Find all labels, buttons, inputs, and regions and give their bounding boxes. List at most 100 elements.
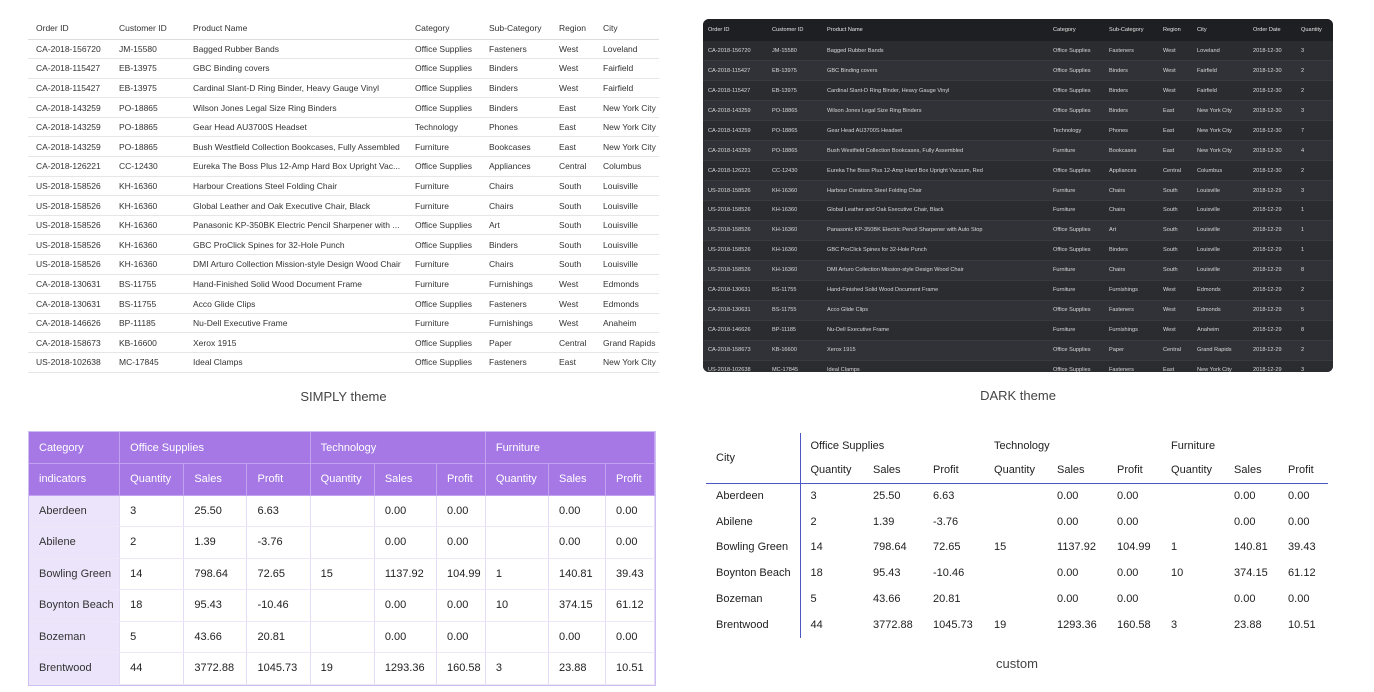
- table-cell: CA-2018-115427: [28, 78, 111, 99]
- table-row: US-2018-158526 KH-16360 DMI Arturo Collect…: [703, 260, 1333, 281]
- table-cell: Binders: [481, 58, 551, 79]
- table-cell: US-2018-158526: [28, 195, 111, 216]
- table-cell: Wilson Jones Legal Size Ring Binders: [185, 97, 407, 118]
- table-cell: Central: [1158, 160, 1192, 182]
- table-cell: Office Supplies: [1048, 300, 1104, 321]
- table-cell: Xerox 1915: [822, 340, 1048, 361]
- table-cell: US-2018-102638: [28, 352, 111, 373]
- table-cell: PO-18865: [111, 136, 185, 158]
- table-cell: EB-13975: [767, 80, 822, 102]
- table-cell: South: [551, 176, 595, 197]
- table-cell: EB-13975: [111, 78, 185, 99]
- table-cell: CA-2018-115427: [703, 80, 767, 102]
- pivot-cell: 3772.88: [183, 652, 248, 685]
- table-cell: New York City: [595, 136, 659, 158]
- table-cell: Art: [481, 215, 551, 236]
- pivot-group-header-row: Category Office Supplies Technology Furnitu…: [29, 432, 656, 464]
- custom-cell: 1: [1171, 541, 1178, 554]
- table-row: US-2018-158526 KH-16360 GBC ProClick Spine…: [703, 240, 1333, 261]
- table-cell: West: [551, 78, 595, 99]
- custom-cell: 15: [994, 541, 1007, 554]
- table-cell: US-2018-158526: [28, 215, 111, 236]
- custom-cell: [1161, 509, 1224, 535]
- table-cell: West: [551, 39, 595, 60]
- pivot-cell: 20.81: [246, 621, 311, 653]
- table-cell: CA-2018-130631: [703, 300, 767, 321]
- pivot-cell: 0.00: [605, 526, 655, 559]
- table-cell: Binders: [481, 234, 551, 256]
- table-cell: Office Supplies: [1048, 41, 1104, 62]
- pivot-indicator-header: Sales: [183, 463, 248, 496]
- pivot-row-header: Bowling Green: [29, 558, 121, 590]
- table-cell: East: [551, 352, 595, 373]
- custom-row: Bozeman 5 43.66 20.81 0.00 0.00 0.00 0.00: [706, 586, 1328, 612]
- custom-row: Abilene 2 1.39 -3.76 0.00 0.00 0.00 0.00: [706, 508, 1328, 535]
- custom-row-header: Bozeman: [706, 586, 801, 612]
- table-cell: Fasteners: [1104, 300, 1158, 321]
- table-cell: Office Supplies: [1048, 160, 1104, 182]
- table-cell: New York City: [1192, 100, 1248, 122]
- custom-cell: [984, 560, 1047, 586]
- custom-indicator-header-row: Quantity Sales Profit Quantity Sales Profit Qu…: [706, 458, 1329, 484]
- table-cell: 2018-12-29: [1248, 180, 1296, 201]
- pivot-cell: 10: [485, 589, 550, 622]
- table-cell: East: [1158, 140, 1192, 162]
- table-cell: EB-13975: [767, 60, 822, 82]
- table-cell: Furniture: [407, 313, 481, 334]
- table-cell: Technology: [1048, 120, 1104, 142]
- table-cell: KH-16360: [111, 176, 185, 197]
- table-cell: 2018-12-30: [1248, 160, 1296, 182]
- table-cell: Global Leather and Oak Executive Chair, …: [822, 200, 1048, 221]
- table-cell: Bush Westfield Collection Bookcases, Ful…: [185, 136, 407, 158]
- table-cell: Furniture: [1048, 140, 1104, 162]
- table-cell: BS-11755: [767, 280, 822, 301]
- table-cell: US-2018-158526: [703, 180, 767, 201]
- custom-cell: 3772.88: [873, 618, 913, 631]
- table-cell: CA-2018-158673: [28, 332, 111, 353]
- table-row: CA-2018-156720 JM-15580 Bagged Rubber Band…: [703, 41, 1333, 62]
- table-cell: West: [551, 274, 595, 295]
- table-row: US-2018-158526 KH-16360 Panasonic KP-350BK…: [28, 215, 659, 236]
- table-cell: Nu-Dell Executive Frame: [185, 313, 407, 334]
- table-cell: KH-16360: [111, 195, 185, 216]
- pivot-group-header: Technology: [310, 432, 486, 464]
- table-cell: KH-16360: [767, 220, 822, 241]
- table-cell: CC-12430: [111, 156, 185, 177]
- pivot-indicator-header: Profit: [436, 463, 486, 496]
- table-cell: PO-18865: [111, 97, 185, 118]
- column-header: Order Date: [1248, 19, 1296, 41]
- table-cell: Ideal Clamps: [185, 352, 407, 373]
- table-row: CA-2018-130631 BS-11755 Acco Glide Clips Of…: [28, 293, 659, 314]
- pivot-indicator-header: Profit: [246, 463, 311, 496]
- table-row: CA-2018-115427 EB-13975 Cardinal Slant-D R…: [703, 80, 1333, 102]
- table-cell: CA-2018-126221: [28, 156, 111, 177]
- pivot-cell: 19: [310, 652, 375, 685]
- table-cell: 2018-12-30: [1248, 100, 1296, 122]
- custom-cell: [1161, 586, 1224, 612]
- table-cell: New York City: [595, 97, 659, 118]
- custom-indicator-header: Profit: [1278, 458, 1329, 484]
- table-cell: KH-16360: [111, 254, 185, 275]
- table-cell: Technology: [407, 117, 481, 138]
- table-cell: Louisville: [595, 254, 659, 275]
- table-cell: Panasonic KP-350BK Electric Pencil Sharp…: [185, 215, 407, 236]
- table-cell: Louisville: [595, 215, 659, 236]
- table-cell: BP-11185: [767, 320, 822, 341]
- table-cell: Edmonds: [595, 293, 659, 314]
- table-cell: Office Supplies: [1048, 100, 1104, 122]
- table-cell: Binders: [1104, 100, 1158, 122]
- pivot-cell: 1: [485, 558, 550, 590]
- custom-cell: 1045.73: [933, 618, 973, 631]
- column-header: Customer ID: [111, 18, 185, 40]
- pivot-cell: [485, 495, 550, 527]
- table-cell: West: [551, 58, 595, 79]
- table-cell: US-2018-158526: [28, 176, 111, 197]
- table-cell: Wilson Jones Legal Size Ring Binders: [822, 100, 1048, 122]
- custom-row: Brentwood 44 3772.88 1045.73 19 1293.36 160.58…: [706, 611, 1328, 638]
- table-cell: 2018-12-29: [1248, 240, 1296, 261]
- table-cell: 3: [1296, 100, 1333, 122]
- custom-cell: 44: [810, 618, 823, 631]
- table-cell: New York City: [1192, 360, 1248, 372]
- table-cell: Columbus: [595, 156, 659, 177]
- table-cell: Anaheim: [1192, 320, 1248, 341]
